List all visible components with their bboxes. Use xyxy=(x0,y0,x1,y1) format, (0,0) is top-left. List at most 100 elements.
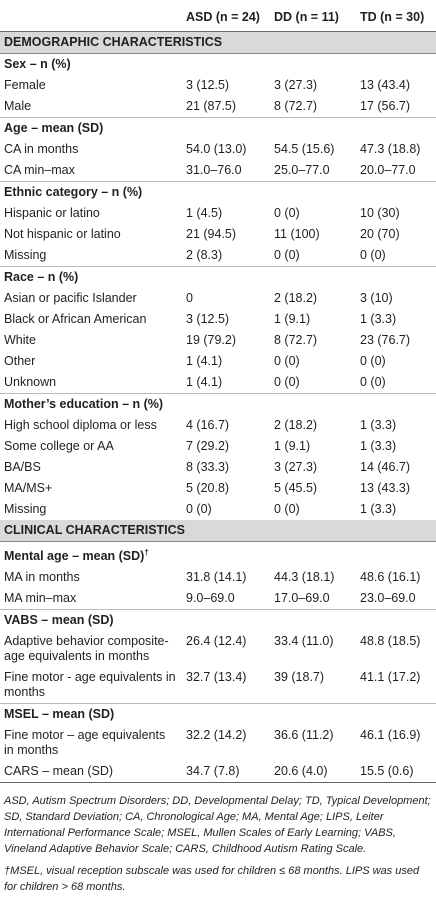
table-body: DEMOGRAPHIC CHARACTERISTICS Sex – n (%) Fe… xyxy=(0,31,436,784)
value-cell: 15.5 (0.6) xyxy=(356,761,436,784)
value-cell: 54.0 (13.0) xyxy=(186,142,247,156)
value-cell: 46.1 (16.9) xyxy=(360,728,421,743)
group-title-cell: Mother’s education – n (%) xyxy=(0,393,436,415)
data-row: Asian or pacific Islander 0 2 (18.2) 3 (10) xyxy=(0,288,436,309)
value-cell: 11 (100) xyxy=(274,227,320,241)
group-title-cell: Ethnic category – n (%) xyxy=(0,181,436,203)
value-cell: 0 (0) xyxy=(274,206,300,220)
header-cell xyxy=(0,0,182,32)
row-label: Fine motor - age equivalents in months xyxy=(4,670,176,700)
value-cell: 8 (33.3) xyxy=(186,460,230,474)
value-cell: 17.0–69.0 xyxy=(274,591,330,606)
group-title-cell: Age – mean (SD) xyxy=(0,117,436,139)
group-title-cell: Mental age – mean (SD)† xyxy=(0,541,436,568)
value-cell: 3 (10) xyxy=(360,291,393,305)
value-cell: 14 (46.7) xyxy=(360,460,411,474)
section-title: CLINICAL CHARACTERISTICS xyxy=(0,520,436,542)
value-cell: 26.4 (12.4) xyxy=(186,634,247,649)
value-cell: 34.7 (7.8) xyxy=(182,761,270,784)
value-cell: 5 (20.8) xyxy=(186,481,230,495)
value-cell: 21 (94.5) xyxy=(186,227,237,241)
row-label: MA in months xyxy=(4,570,80,585)
value-cell: 13 (43.3) xyxy=(360,481,411,495)
value-cell: 0 (0) xyxy=(274,502,300,516)
value-cell: 5 (45.5) xyxy=(274,481,318,495)
value-cell: 1 (4.1) xyxy=(186,375,223,389)
value-cell: 48.6 (16.1) xyxy=(360,570,421,585)
data-row: High school diploma or less 4 (16.7) 2 (18… xyxy=(0,415,436,436)
value-cell: 0 (0) xyxy=(360,354,386,368)
group-row: Sex – n (%) xyxy=(0,53,436,75)
data-row: Fine motor – age equivalents in months 32… xyxy=(0,725,436,761)
value-cell: 2 (18.2) xyxy=(274,291,318,305)
group-title: Mother’s education – n (%) xyxy=(4,397,164,411)
value-cell: 0 xyxy=(186,291,193,305)
value-cell: 3 (12.5) xyxy=(186,312,230,326)
column-header: TD (n = 30) xyxy=(356,0,436,32)
column-header: ASD (n = 24) xyxy=(182,0,270,32)
value-cell: 23.0–69.0 xyxy=(360,591,416,606)
group-row: Mental age – mean (SD)† xyxy=(0,541,436,568)
value-cell: 23 (76.7) xyxy=(360,333,411,347)
column-header: DD (n = 11) xyxy=(270,0,356,32)
group-title: Ethnic category – n (%) xyxy=(4,185,143,199)
value-cell: 32.7 (13.4) xyxy=(186,670,247,685)
value-cell: 1 (4.5) xyxy=(186,206,223,220)
row-label: Male xyxy=(4,99,32,113)
value-cell: 2 (18.2) xyxy=(274,418,318,432)
value-cell: 8 (72.7) xyxy=(274,99,318,113)
data-row: Missing 0 (0) 0 (0) 1 (3.3) xyxy=(0,499,436,520)
row-label: White xyxy=(4,333,36,347)
value-cell: 0 (0) xyxy=(360,248,386,262)
value-cell: 41.1 (17.2) xyxy=(360,670,421,685)
data-row: BA/BS 8 (33.3) 3 (27.3) 14 (46.7) xyxy=(0,457,436,478)
value-cell: 1 (3.3) xyxy=(360,502,397,516)
data-row: CA in months 54.0 (13.0) 54.5 (15.6) 47.3 (… xyxy=(0,139,436,160)
row-label: CA in months xyxy=(4,142,79,156)
data-row: CARS – mean (SD) 34.7 (7.8) 20.6 (4.0) 15.5… xyxy=(0,761,436,784)
group-title-cell: Sex – n (%) xyxy=(0,53,436,75)
group-title: Sex – n (%) xyxy=(4,57,71,71)
row-label: BA/BS xyxy=(4,460,41,474)
row-label: Missing xyxy=(4,502,47,516)
row-label: Other xyxy=(4,354,36,368)
value-cell: 54.5 (15.6) xyxy=(274,142,335,156)
data-row: MA in months 31.8 (14.1) 44.3 (18.1) 48.6 (… xyxy=(0,567,436,588)
group-row: Mother’s education – n (%) xyxy=(0,393,436,415)
data-table: ASD (n = 24) DD (n = 11) TD (n = 30) DEMOG… xyxy=(0,0,436,784)
row-label: MA min–max xyxy=(4,591,77,606)
section-row: CLINICAL CHARACTERISTICS xyxy=(0,520,436,542)
value-cell: 25.0–77.0 xyxy=(274,163,330,177)
value-cell: 31.0–76.0 xyxy=(186,163,242,177)
group-title-cell: MSEL – mean (SD) xyxy=(0,703,436,726)
value-cell: 19 (79.2) xyxy=(186,333,237,347)
value-cell: 36.6 (11.2) xyxy=(274,728,334,743)
value-cell: 4 (16.7) xyxy=(186,418,230,432)
row-label: High school diploma or less xyxy=(4,418,157,432)
value-cell: 1 (9.1) xyxy=(274,312,311,326)
row-label: Not hispanic or latino xyxy=(4,227,121,241)
value-cell: 8 (72.7) xyxy=(274,333,318,347)
footnote: †MSEL, visual reception subscale was use… xyxy=(4,865,420,894)
group-title: Age – mean (SD) xyxy=(4,121,104,135)
row-label: Adaptive behavior composite- age equival… xyxy=(4,634,169,664)
data-row: MA/MS+ 5 (20.8) 5 (45.5) 13 (43.3) xyxy=(0,478,436,499)
value-cell: 1 (9.1) xyxy=(274,439,311,453)
row-label: Missing xyxy=(4,248,47,262)
value-cell: 48.8 (18.5) xyxy=(360,634,421,649)
value-cell: 17 (56.7) xyxy=(360,99,411,113)
group-row: Ethnic category – n (%) xyxy=(0,181,436,203)
data-row: Unknown 1 (4.1) 0 (0) 0 (0) xyxy=(0,372,436,394)
value-cell: 20 (70) xyxy=(360,227,400,241)
value-cell: 39 (18.7) xyxy=(274,670,325,685)
value-cell: 0 (0) xyxy=(274,375,300,389)
value-cell: 44.3 (18.1) xyxy=(274,570,335,585)
data-row: Female 3 (12.5) 3 (27.3) 13 (43.4) xyxy=(0,75,436,96)
group-title: Race – n (%) xyxy=(4,270,79,284)
group-title: MSEL – mean (SD) xyxy=(4,707,115,722)
data-row: Male 21 (87.5) 8 (72.7) 17 (56.7) xyxy=(0,96,436,118)
data-row: White 19 (79.2) 8 (72.7) 23 (76.7) xyxy=(0,330,436,351)
value-cell: 47.3 (18.8) xyxy=(360,142,421,156)
value-cell: 1 (3.3) xyxy=(360,418,397,432)
